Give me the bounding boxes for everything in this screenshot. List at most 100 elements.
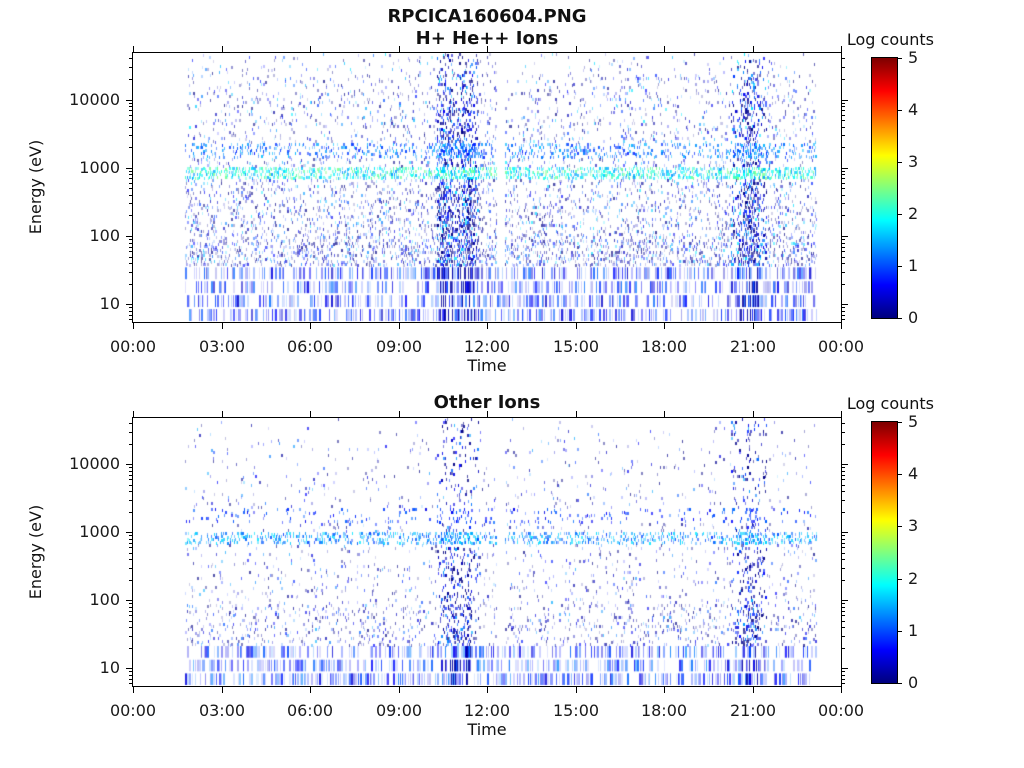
y-tick-right (842, 539, 845, 540)
y-tick-right (842, 236, 848, 237)
y-tick-left (129, 127, 132, 128)
y-tick-left (129, 243, 132, 244)
y-tick-left (129, 671, 132, 672)
x-major-tick-bottom (222, 323, 223, 329)
spectrogram-plot-other-ions (132, 417, 842, 687)
y-tick-left (129, 621, 132, 622)
x-tick-label: 09:00 (375, 701, 423, 720)
y-tick-right (842, 467, 845, 468)
panel-title-h-he-ions: H+ He++ Ions (415, 28, 559, 49)
y-tick-label: 10 (99, 294, 120, 314)
y-tick-left (129, 559, 132, 560)
y-tick-left (129, 307, 132, 308)
x-tick-label: 15:00 (552, 337, 600, 356)
x-major-tick-bottom (310, 687, 311, 693)
y-tick-right (842, 491, 845, 492)
y-tick-right (842, 547, 845, 548)
x-major-tick-top (310, 46, 311, 52)
y-tick-left (129, 603, 132, 604)
x-major-tick-bottom (399, 687, 400, 693)
colorbar-top (871, 57, 898, 319)
x-major-tick-bottom (576, 687, 577, 693)
y-tick-right (842, 475, 845, 476)
x-tick-label: 15:00 (552, 701, 600, 720)
x-tick-label: 00:00 (109, 701, 157, 720)
x-axis-label-time-bottom: Time (467, 720, 507, 739)
spectrogram-canvas-h-he-ions (133, 53, 841, 322)
y-tick-right (842, 611, 845, 612)
y-tick-right (842, 243, 845, 244)
y-tick-right (842, 106, 845, 107)
x-major-tick-top (664, 411, 665, 417)
x-tick-label: 00:00 (109, 337, 157, 356)
colorbar-tick (898, 110, 902, 111)
y-tick-left (129, 135, 132, 136)
x-major-tick-top (399, 411, 400, 417)
y-tick-left (129, 615, 132, 616)
y-tick-right (842, 103, 845, 104)
y-tick-left (129, 174, 132, 175)
y-tick-right (842, 120, 845, 121)
colorbar-label-top: Log counts (846, 30, 934, 49)
colorbar-tick-label: 1 (908, 256, 919, 275)
y-tick-right (842, 479, 845, 480)
y-tick-right (842, 251, 845, 252)
x-major-tick-bottom (399, 323, 400, 329)
colorbar-tick-label: 0 (908, 673, 919, 692)
y-tick-right (842, 668, 848, 669)
x-tick-label: 03:00 (198, 337, 246, 356)
y-tick-right (842, 535, 845, 536)
colorbar-tick-label: 5 (908, 412, 919, 431)
y-tick-left (126, 168, 132, 169)
colorbar-tick-label: 1 (908, 621, 919, 640)
colorbar-tick (898, 318, 902, 319)
x-major-tick-top (753, 411, 754, 417)
y-tick-left (129, 251, 132, 252)
y-tick-left (129, 311, 132, 312)
y-tick-left (129, 636, 132, 637)
colorbar-tick (898, 266, 902, 267)
y-tick-right (842, 67, 845, 68)
y-tick-right (842, 183, 845, 184)
y-tick-left (129, 171, 132, 172)
colorbar-tick-label: 2 (908, 569, 919, 588)
y-tick-right (842, 532, 848, 533)
y-tick-left (126, 236, 132, 237)
y-tick-label: 1000 (79, 522, 120, 542)
y-tick-right (842, 512, 845, 513)
y-tick-right (842, 621, 845, 622)
y-tick-right (842, 215, 845, 216)
y-tick-left (129, 203, 132, 204)
x-major-tick-bottom (133, 687, 134, 693)
y-tick-left (129, 115, 132, 116)
y-tick-right (842, 464, 848, 465)
y-tick-right (842, 171, 845, 172)
y-tick-right (842, 319, 845, 320)
x-tick-label: 00:00 (817, 337, 865, 356)
y-tick-left (129, 500, 132, 501)
y-tick-right (842, 307, 845, 308)
colorbar-bottom (871, 421, 898, 684)
y-tick-right (842, 147, 845, 148)
y-tick-left (129, 471, 132, 472)
y-tick-left (129, 479, 132, 480)
y-tick-left (129, 239, 132, 240)
x-major-tick-top (487, 46, 488, 52)
x-major-tick-bottom (133, 323, 134, 329)
y-tick-left (126, 532, 132, 533)
y-tick-right (842, 568, 845, 569)
x-major-tick-top (753, 46, 754, 52)
y-tick-left (129, 547, 132, 548)
colorbar-tick (898, 526, 902, 527)
y-tick-left (129, 607, 132, 608)
y-tick-right (842, 178, 845, 179)
y-tick-label: 100 (89, 590, 120, 610)
x-tick-label: 06:00 (286, 701, 334, 720)
y-tick-left (129, 195, 132, 196)
y-tick-right (842, 600, 848, 601)
x-axis-label-time-top: Time (467, 356, 507, 375)
x-major-tick-bottom (576, 323, 577, 329)
y-tick-left (129, 444, 132, 445)
colorbar-tick (898, 474, 902, 475)
